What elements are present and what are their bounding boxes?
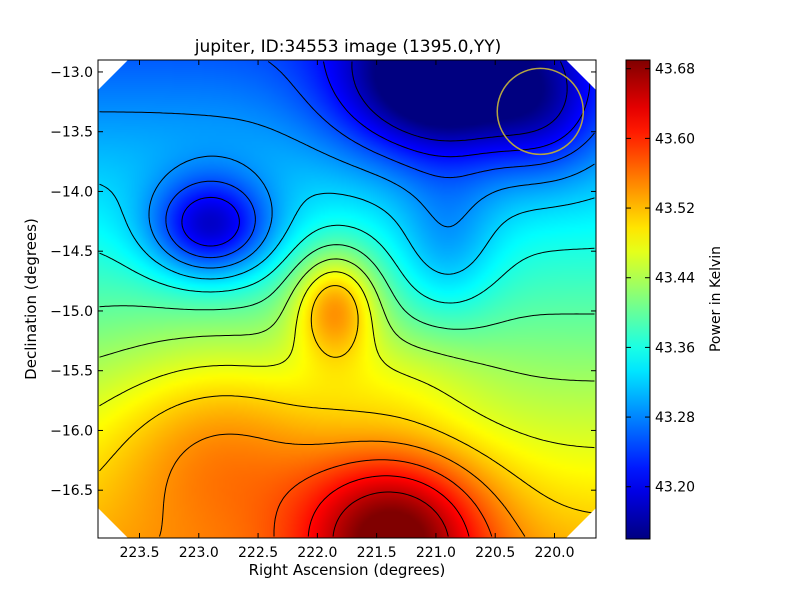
y-tick-label: −14.5 (50, 244, 93, 260)
colorbar-label: Power in Kelvin (708, 246, 724, 352)
heatmap-image (98, 60, 596, 538)
x-tick-label: 220.5 (475, 545, 515, 561)
colorbar-scale (625, 59, 651, 540)
colorbar-tick-label: 43.44 (655, 271, 695, 287)
x-tick-label: 223.5 (119, 545, 159, 561)
contour-line (99, 258, 595, 382)
plot-area (97, 59, 597, 539)
chart-title: jupiter, ID:34553 image (1395.0,YY) (194, 37, 502, 57)
colorbar-tick-label: 43.28 (655, 410, 695, 426)
contour-line (99, 183, 595, 280)
contour-line (99, 271, 595, 449)
contour-line (99, 244, 595, 330)
contour-line (99, 224, 595, 304)
y-axis: −13.0 −13.5 −14.0 −14.5 −15.0 −15.5 −16.0 −16.5 (50, 65, 596, 499)
x-axis-label: Right Ascension (degrees) (249, 561, 446, 579)
y-tick-label: −16.5 (50, 483, 93, 499)
contour-line (181, 61, 591, 247)
contour-line (99, 285, 595, 514)
x-tick-label: 222.0 (297, 545, 337, 561)
plot-frame (97, 59, 597, 539)
contour-line (307, 475, 470, 537)
contour-lines (99, 61, 595, 537)
y-tick-label: −14.0 (50, 184, 93, 200)
y-tick-label: −13.0 (50, 65, 93, 81)
contour-line (165, 61, 595, 259)
x-tick-label: 221.0 (416, 545, 456, 561)
y-tick-label: −15.0 (50, 304, 93, 320)
y-tick-label: −16.0 (50, 423, 93, 439)
colorbar-ticks: 43.20 43.28 43.36 43.44 43.52 43.60 43.68 (626, 62, 695, 496)
colorbar-tick-label: 43.36 (655, 340, 695, 356)
contour-line (351, 61, 568, 142)
y-tick-label: −13.5 (50, 125, 93, 141)
colorbar-tick-label: 43.52 (655, 201, 695, 217)
x-axis: 223.5 223.0 222.5 222.0 221.5 221.0 220.5 220.0 (119, 60, 575, 561)
y-axis-label: Declination (degrees) (22, 218, 40, 380)
beam-marker (496, 67, 585, 156)
colorbar-tick-label: 43.60 (655, 131, 695, 147)
y-tick-label: −15.5 (50, 364, 93, 380)
colorbar-tick-label: 43.20 (655, 480, 695, 496)
x-tick-label: 223.0 (179, 545, 219, 561)
contour-line (159, 433, 526, 537)
contour-line (273, 459, 493, 537)
x-tick-label: 222.5 (238, 545, 278, 561)
contour-line (332, 491, 449, 537)
colorbar-tick-label: 43.68 (655, 62, 695, 78)
x-tick-label: 221.5 (357, 545, 397, 561)
x-tick-label: 220.0 (534, 545, 574, 561)
contour-line (99, 111, 595, 269)
colorbar: 43.20 43.28 43.36 43.44 43.52 43.60 43.68 Powe… (625, 59, 724, 540)
